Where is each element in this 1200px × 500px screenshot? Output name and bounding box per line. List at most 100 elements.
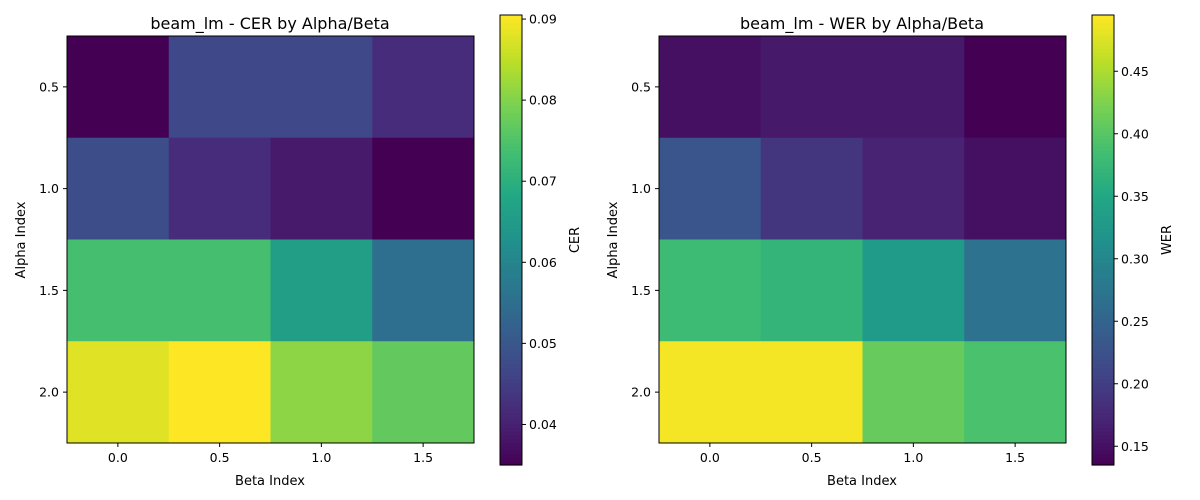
colorbar-frame: [1091, 14, 1115, 466]
heatmap-cell: [270, 137, 373, 240]
colorbar-segment: [500, 446, 522, 451]
colorbar-segment: [1092, 386, 1114, 391]
heatmap-cell: [372, 341, 475, 444]
heatmap-cell: [760, 36, 863, 139]
colorbar-segment: [1092, 191, 1114, 196]
heatmap-cell: [67, 341, 170, 444]
colorbar-segment: [1092, 67, 1114, 72]
colorbar-segment: [1092, 416, 1114, 421]
colorbar-tick-label: 0.20: [1121, 376, 1149, 391]
colorbar-segment: [1092, 86, 1114, 91]
colorbar-segment: [500, 228, 522, 234]
colorbar-segment: [1092, 37, 1114, 42]
colorbar-segment: [1092, 438, 1114, 444]
colorbar-segment: [1092, 112, 1114, 117]
colorbar-segment: [1092, 405, 1114, 410]
colorbar-segment: [500, 37, 522, 42]
x-tick-label: 1.5: [1005, 450, 1025, 465]
colorbar-segment: [1092, 352, 1114, 357]
colorbar-segment: [1092, 292, 1114, 297]
colorbar-segment: [500, 71, 522, 76]
colorbar-segment: [500, 371, 522, 376]
colorbar-segment: [1092, 52, 1114, 57]
heatmap-cell: [168, 341, 271, 444]
plot-frame: [658, 35, 1067, 444]
colorbar-segment: [1092, 318, 1114, 324]
y-ticks: 0.5 1.0 1.5 2.0: [39, 79, 67, 400]
colorbar-segment: [1092, 311, 1114, 316]
colorbar-segment: [1092, 258, 1114, 264]
x-tick-label: 0.0: [700, 450, 720, 465]
colorbar-segment: [1092, 228, 1114, 234]
colorbar-segment: [1092, 82, 1114, 87]
colorbar-segment: [1092, 450, 1114, 455]
colorbar-segment: [1092, 307, 1114, 312]
colorbar-segment: [500, 161, 522, 166]
colorbar-segment: [500, 292, 522, 297]
y-tick-label: 0.5: [631, 79, 651, 94]
colorbar-segment: [1092, 60, 1114, 65]
colorbar-segment: [1092, 71, 1114, 76]
colorbar-segment: [500, 378, 522, 384]
colorbar-segment: [500, 45, 522, 50]
colorbar-segment: [500, 375, 522, 380]
heatmap-cell: [760, 239, 863, 342]
colorbar-segment: [1092, 435, 1114, 440]
heatmap-cell: [964, 341, 1067, 444]
y-tick-label: 1.5: [39, 283, 59, 298]
colorbar-segment: [500, 360, 522, 365]
colorbar-segment: [500, 408, 522, 414]
wer-heatmap-panel: beam_lm - WER by Alpha/Beta Beta Index A…: [606, 14, 1175, 489]
colorbar-segment: [500, 116, 522, 121]
colorbar-segment: [1092, 150, 1114, 155]
heatmap-cell: [862, 137, 965, 240]
colorbar-segment: [500, 288, 522, 294]
colorbar-segment: [1092, 236, 1114, 241]
colorbar-segment: [500, 202, 522, 207]
colorbar-segment: [500, 243, 522, 249]
colorbar-tick-label: 0.06: [529, 255, 557, 270]
heatmap-cell: [862, 36, 965, 139]
colorbar-segment: [500, 450, 522, 455]
colorbar-segment: [1092, 180, 1114, 185]
heatmap-cell: [760, 137, 863, 240]
colorbar-tick-label: 0.08: [529, 93, 557, 108]
colorbar-segment: [500, 67, 522, 72]
colorbar-segment: [500, 180, 522, 185]
colorbar-segment: [1092, 213, 1114, 219]
colorbar-segment: [500, 120, 522, 125]
colorbar-segment: [1092, 22, 1114, 27]
heatmap-cell: [168, 137, 271, 240]
colorbar-segment: [500, 352, 522, 357]
heatmap-cell: [659, 341, 762, 444]
colorbar-segment: [1092, 442, 1114, 447]
colorbar-segment: [500, 225, 522, 230]
colorbar-segment: [1092, 277, 1114, 282]
colorbar-segment: [500, 183, 522, 189]
colorbar-segment: [500, 285, 522, 290]
y-ticks: 0.5 1.0 1.5 2.0: [631, 79, 659, 400]
colorbar-tick-label: 0.45: [1121, 64, 1149, 79]
colorbar-segment: [500, 105, 522, 110]
colorbar-segment: [1092, 356, 1114, 361]
chart-title: beam_lm - WER by Alpha/Beta: [740, 14, 984, 34]
colorbar-segment: [500, 281, 522, 286]
colorbar-segment: [500, 300, 522, 305]
y-tick-label: 1.0: [631, 181, 651, 196]
colorbar-segment: [1092, 15, 1114, 20]
colorbar-segment: [1092, 225, 1114, 230]
y-tick-label: 1.5: [631, 283, 651, 298]
colorbar-segment: [500, 93, 522, 99]
colorbar-segment: [1092, 262, 1114, 267]
colorbar-segment: [1092, 446, 1114, 451]
colorbar-segment: [1092, 315, 1114, 320]
colorbar-segment: [500, 266, 522, 271]
colorbar-segment: [500, 187, 522, 192]
colorbar-segment: [1092, 375, 1114, 380]
colorbar-segment: [500, 337, 522, 342]
colorbar-segment: [1092, 165, 1114, 170]
colorbar-segment: [1092, 26, 1114, 31]
colorbar-segment: [500, 348, 522, 354]
colorbar-segment: [500, 251, 522, 256]
colorbar-segment: [1092, 266, 1114, 271]
